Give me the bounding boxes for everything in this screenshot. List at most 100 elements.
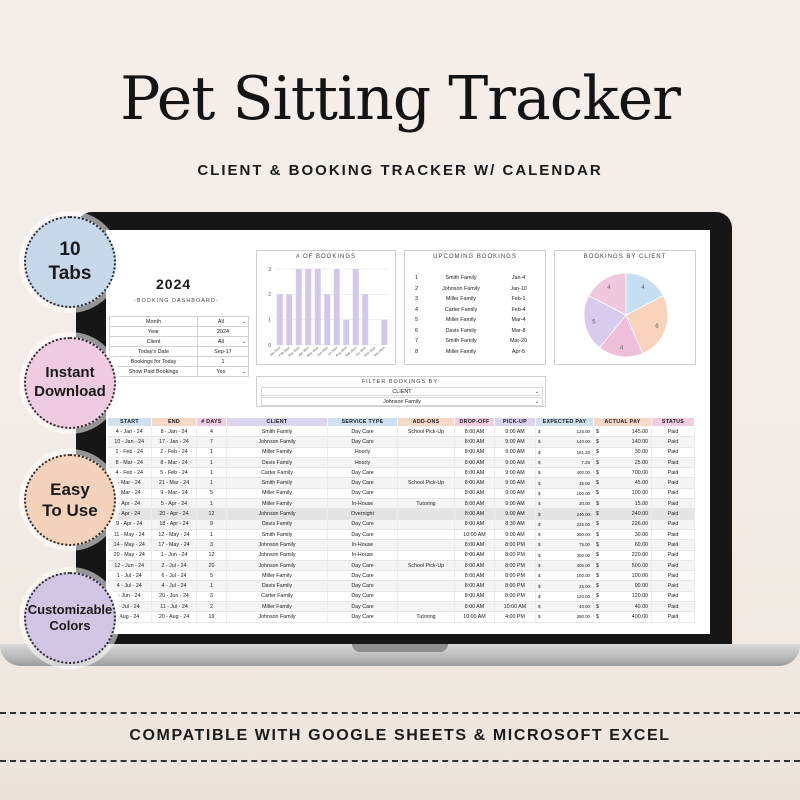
table-cell[interactable]: Johnson Family <box>226 550 328 561</box>
table-cell[interactable]: $30.00 <box>593 529 652 541</box>
table-cell[interactable]: 10:00 AM <box>454 611 495 623</box>
table-row[interactable]: 20 - May - 24 1 - Jun - 24 12 Johnson Famil… <box>107 550 695 561</box>
table-cell[interactable]: $181.25 <box>535 447 594 458</box>
table-cell[interactable]: 8:00 AM <box>454 457 495 469</box>
table-cell[interactable]: 9:00 AM <box>494 436 536 448</box>
table-cell[interactable]: 8 - Mar - 24 <box>107 457 152 469</box>
table-cell[interactable]: In-House <box>327 498 398 510</box>
table-cell[interactable]: 11 - Jul - 24 <box>151 601 197 613</box>
column-header[interactable]: START <box>107 417 152 427</box>
table-cell[interactable]: 8:00 PM <box>494 591 536 603</box>
table-cell[interactable]: 4:00 PM <box>494 611 536 623</box>
table-cell[interactable]: 20 - Jun - 24 <box>151 591 197 603</box>
table-cell[interactable]: Davis Family <box>226 580 328 592</box>
table-cell[interactable]: 7 <box>196 436 227 448</box>
column-header[interactable]: ADD-ONS <box>397 417 455 427</box>
table-cell[interactable]: $25.00 <box>593 457 652 469</box>
table-cell[interactable]: In-House <box>327 550 398 561</box>
table-cell[interactable]: - Jul - 24 <box>107 601 152 613</box>
table-cell[interactable]: $30.00 <box>593 447 652 458</box>
table-cell[interactable]: Overnight <box>327 508 398 520</box>
table-cell[interactable]: 14 - May - 24 <box>107 539 152 551</box>
table-cell[interactable] <box>397 508 455 520</box>
table-cell[interactable]: Paid <box>651 539 695 551</box>
table-cell[interactable]: 8:00 AM <box>454 488 495 500</box>
table-cell[interactable]: $300.00 <box>535 550 594 561</box>
table-cell[interactable] <box>397 539 455 551</box>
table-cell[interactable]: Johnson Family <box>226 560 328 572</box>
table-cell[interactable]: Paid <box>651 488 695 500</box>
table-cell[interactable]: 10:00 AM <box>494 601 536 613</box>
table-cell[interactable]: 1 <box>196 529 227 541</box>
table-cell[interactable]: $40.00 <box>593 601 652 613</box>
table-row[interactable]: 11 - May - 24 12 - May - 24 1 Smith Family D… <box>107 529 695 541</box>
table-cell[interactable] <box>397 519 455 530</box>
table-cell[interactable]: 12 <box>196 550 227 561</box>
table-cell[interactable]: 5 <box>196 488 227 500</box>
table-cell[interactable]: 9:00 AM <box>494 529 536 541</box>
column-header[interactable]: DROP-OFF <box>454 417 495 427</box>
table-cell[interactable]: 8 - Jan - 24 <box>151 426 197 438</box>
table-cell[interactable]: Davis Family <box>226 519 328 530</box>
table-cell[interactable]: Hourly <box>327 457 398 469</box>
table-cell[interactable]: Johnson Family <box>226 508 328 520</box>
table-cell[interactable]: Paid <box>651 498 695 510</box>
table-cell[interactable]: Miller Family <box>226 447 328 458</box>
table-cell[interactable]: 1 <box>196 498 227 510</box>
table-cell[interactable]: 2 - Feb - 24 <box>151 447 197 458</box>
table-cell[interactable]: 8:00 PM <box>494 539 536 551</box>
column-header[interactable]: PICK-UP <box>494 417 536 427</box>
table-cell[interactable]: In-House <box>327 539 398 551</box>
column-header[interactable]: END <box>151 417 197 427</box>
table-cell[interactable]: Aug - 24 <box>107 611 152 623</box>
table-cell[interactable]: $240.00 <box>593 508 652 520</box>
table-row[interactable]: - Mar - 24 9 - Mar - 24 5 Miller Family Day … <box>107 488 695 500</box>
settings-value[interactable]: Yes ⌄ <box>197 366 249 377</box>
table-cell[interactable]: $15.00 <box>593 498 652 510</box>
table-cell[interactable]: Paid <box>651 611 695 623</box>
column-header[interactable]: STATUS <box>651 417 695 427</box>
table-cell[interactable]: 8 - Mar - 24 <box>151 457 197 469</box>
table-cell[interactable]: Tutoring <box>397 611 455 623</box>
table-cell[interactable]: $25.00 <box>535 580 594 592</box>
table-cell[interactable]: 8:00 PM <box>494 570 536 582</box>
table-cell[interactable]: 1 <box>196 457 227 469</box>
table-cell[interactable]: Day Care <box>327 488 398 500</box>
table-cell[interactable]: Day Care <box>327 436 398 448</box>
table-cell[interactable]: 5 - Feb - 24 <box>151 467 197 479</box>
table-cell[interactable]: 9:00 AM <box>494 457 536 469</box>
table-cell[interactable]: 8:00 PM <box>494 580 536 592</box>
table-cell[interactable]: 8:00 AM <box>454 436 495 448</box>
table-cell[interactable]: Paid <box>651 570 695 582</box>
table-cell[interactable]: 9:00 AM <box>494 508 536 520</box>
table-row[interactable]: 10 - Jan - 24 17 - Jan - 24 7 Johnson Famil… <box>107 436 695 448</box>
table-cell[interactable]: Day Care <box>327 591 398 603</box>
table-row[interactable]: 4 - Feb - 24 5 - Feb - 24 1 Carter Family Da… <box>107 467 695 479</box>
table-cell[interactable]: 8:00 AM <box>454 601 495 613</box>
table-cell[interactable]: Carter Family <box>226 591 328 603</box>
table-cell[interactable]: $390.00 <box>535 611 594 623</box>
table-row[interactable]: - Jun - 24 20 - Jun - 24 3 Carter Family Day… <box>107 591 695 603</box>
table-cell[interactable]: School Pick-Up <box>397 477 455 489</box>
table-cell[interactable]: 1 <box>196 477 227 489</box>
table-cell[interactable]: - Apr - 24 <box>107 498 152 510</box>
table-cell[interactable]: Hourly <box>327 447 398 458</box>
table-cell[interactable] <box>397 529 455 541</box>
table-cell[interactable]: Paid <box>651 601 695 613</box>
table-cell[interactable]: $226.00 <box>593 519 652 530</box>
table-cell[interactable]: $100.00 <box>593 570 652 582</box>
table-cell[interactable] <box>397 550 455 561</box>
table-cell[interactable]: 17 - May - 24 <box>151 539 197 551</box>
table-cell[interactable] <box>397 601 455 613</box>
table-cell[interactable]: Paid <box>651 529 695 541</box>
table-cell[interactable]: 20 - Apr - 24 <box>151 508 197 520</box>
table-cell[interactable]: Day Care <box>327 580 398 592</box>
table-cell[interactable]: 11 - May - 24 <box>107 529 152 541</box>
table-cell[interactable]: Smith Family <box>226 426 328 438</box>
table-cell[interactable]: 5 - Apr - 24 <box>151 498 197 510</box>
table-cell[interactable]: 8:00 AM <box>454 580 495 592</box>
table-cell[interactable]: $225.00 <box>535 519 594 530</box>
table-cell[interactable]: $120.00 <box>535 591 594 603</box>
table-cell[interactable]: Johnson Family <box>226 539 328 551</box>
table-cell[interactable]: 3 <box>196 539 227 551</box>
